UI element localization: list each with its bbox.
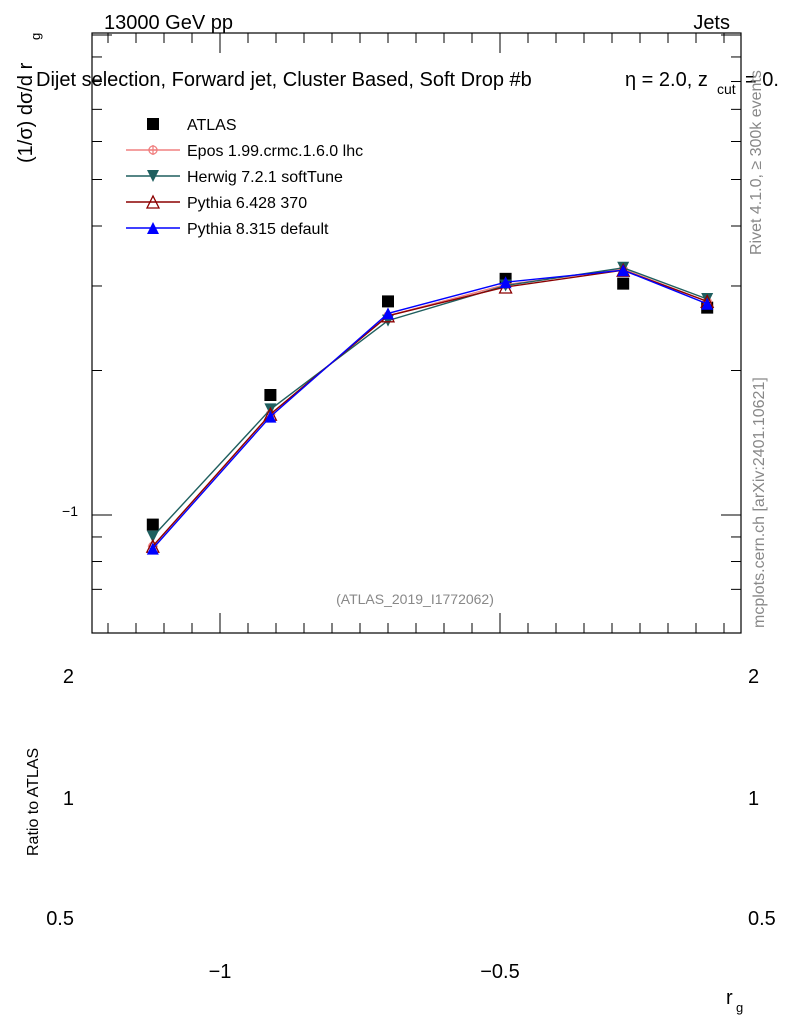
ratio-tick-2-left: 2 <box>63 666 74 688</box>
energy-label: 13000 GeV pp <box>104 12 233 34</box>
x-axis-label: r <box>726 987 733 1009</box>
series-line-4 <box>152 269 708 550</box>
series-line-1 <box>152 268 708 547</box>
legend-marker-1 <box>148 145 158 155</box>
y-tick-label-minus1: −1 <box>62 503 78 519</box>
data-point-s0-0 <box>146 518 159 531</box>
ratio-tick-05-right: 0.5 <box>748 908 776 930</box>
process-label: Jets <box>693 12 730 34</box>
series-line-2 <box>152 267 708 538</box>
mcplots-label: mcplots.cern.ch [arXiv:2401.10621] <box>751 377 768 628</box>
legend-marker-0 <box>147 118 159 130</box>
data-point-s4-2 <box>382 307 394 320</box>
data-point-s0-1 <box>264 389 277 401</box>
x-tick-label-minus1: −1 <box>209 961 232 983</box>
ratio-tick-05-left: 0.5 <box>46 908 74 930</box>
ratio-tick-1-right: 1 <box>748 788 759 810</box>
legend-label-2: Herwig 7.2.1 softTune <box>187 169 343 186</box>
y-axis-subscript: g <box>28 33 43 40</box>
ratio-tick-2-right: 2 <box>748 666 759 688</box>
y-axis-label: (1/σ) dσ/d r <box>15 62 37 163</box>
series-layer <box>145 261 715 555</box>
cut-subscript: cut <box>717 81 736 97</box>
legend-marker-3 <box>145 194 161 209</box>
legend-label-1: Epos 1.99.crmc.1.6.0 lhc <box>187 143 363 160</box>
main-axis-ticks <box>92 33 741 633</box>
legend: ATLAS Epos 1.99.crmc.1.6.0 lhc Herwig 7.2.… <box>126 117 363 238</box>
data-point-s0-4 <box>617 277 630 290</box>
ratio-axis-label: Ratio to ATLAS <box>25 748 42 856</box>
legend-label-3: Pythia 6.428 370 <box>187 195 307 212</box>
data-point-s4-3 <box>499 276 512 289</box>
eta-label: η = 2.0, z <box>625 69 708 91</box>
x-axis-subscript: g <box>736 1000 743 1015</box>
eq-tail: = 0. <box>745 69 779 91</box>
ratio-tick-1-left: 1 <box>63 788 74 810</box>
analysis-watermark: (ATLAS_2019_I1772062) <box>336 591 494 607</box>
series-line-3 <box>152 269 708 547</box>
data-point-s4-5 <box>701 297 714 310</box>
x-tick-label-minus05: −0.5 <box>480 961 519 983</box>
data-point-s4-1 <box>264 410 277 423</box>
legend-marker-2 <box>147 170 159 182</box>
rivet-label: Rivet 4.1.0, ≥ 300k events <box>748 70 765 255</box>
legend-label-4: Pythia 8.315 default <box>187 221 329 238</box>
selection-title: Dijet selection, Forward jet, Cluster Ba… <box>36 69 532 91</box>
data-point-s4-4 <box>617 264 630 277</box>
data-point-s2-0 <box>146 530 159 543</box>
data-point-s4-0 <box>146 542 159 555</box>
legend-label-0: ATLAS <box>187 117 237 134</box>
data-point-s0-2 <box>382 295 394 308</box>
legend-marker-4 <box>147 222 159 234</box>
